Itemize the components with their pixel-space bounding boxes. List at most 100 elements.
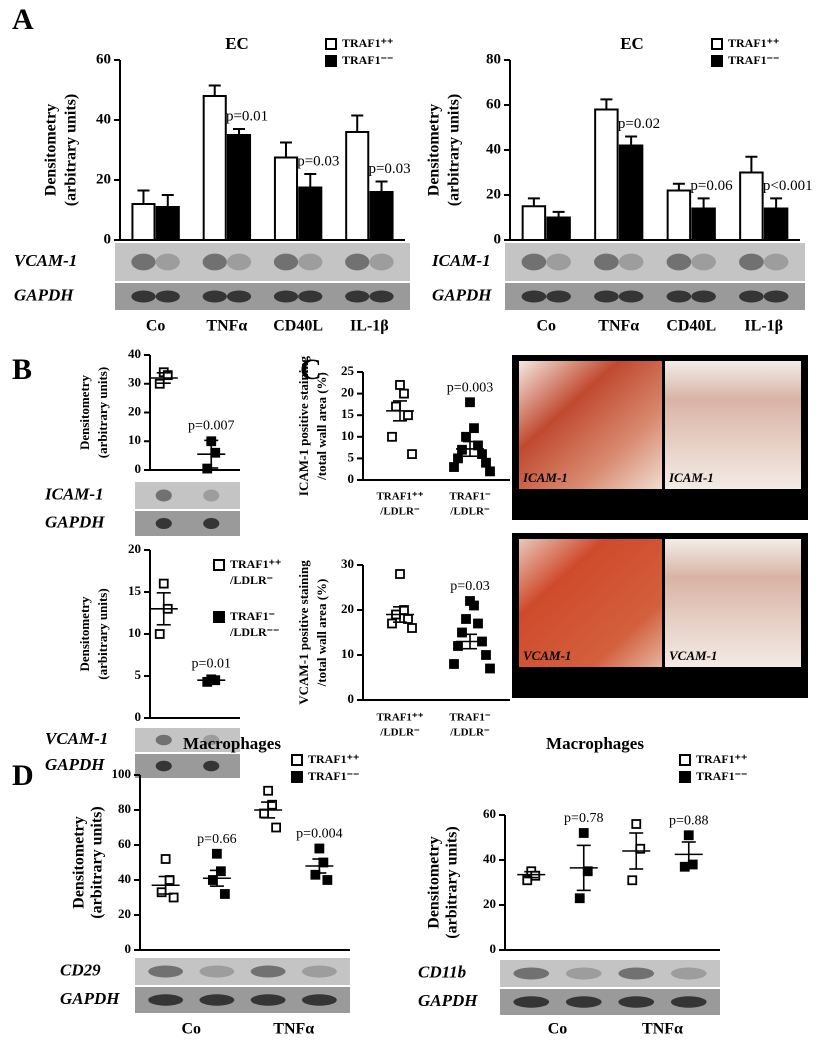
x-tick-label: Co <box>146 318 166 335</box>
bar <box>594 108 619 241</box>
y-tick-label: 60 <box>118 836 131 851</box>
bar <box>226 134 252 241</box>
legend-label: TRAF1⁻⁻ <box>308 769 359 783</box>
bar <box>202 95 227 241</box>
data-point <box>407 449 417 459</box>
data-point <box>473 618 483 629</box>
data-point <box>485 466 495 477</box>
blot-label: GAPDH <box>60 989 120 1008</box>
data-point <box>457 444 467 455</box>
y-tick-label: 80 <box>118 801 131 816</box>
histology-image <box>665 539 801 667</box>
data-point <box>522 875 533 886</box>
blot-band <box>298 253 323 271</box>
legend-label: TRAF1⁺⁺ <box>728 36 779 50</box>
bar <box>618 144 644 241</box>
legend-label: TRAF1⁺⁺ <box>308 752 359 766</box>
blot-band <box>148 994 184 1006</box>
blot-band <box>199 965 235 978</box>
y-tick-label: 30 <box>341 556 354 571</box>
data-point <box>403 410 413 421</box>
x-tick-label: TRAF1⁻ <box>449 712 490 724</box>
y-tick-label: 20 <box>486 186 501 202</box>
blot-band <box>565 996 602 1008</box>
blot-band <box>618 967 655 980</box>
x-tick-label: IL-1β <box>744 318 783 335</box>
blot-label: GAPDH <box>418 991 478 1010</box>
legend-label: TRAF1⁺⁺ <box>342 36 393 50</box>
data-point <box>158 578 169 589</box>
blot-strip <box>135 728 240 752</box>
blot-strip <box>135 511 240 536</box>
legend-swatch <box>679 754 691 766</box>
x-tick-label: TRAF1⁺⁺ <box>376 712 423 724</box>
blot-band <box>298 290 323 303</box>
blot-band <box>301 965 337 978</box>
data-point <box>481 457 491 468</box>
y-axis-label: (arbitrary units) <box>63 94 80 206</box>
data-point <box>310 869 321 880</box>
p-value: p=0.01 <box>192 657 231 672</box>
x-tick-label: Co <box>181 1021 201 1038</box>
y-tick-label: 0 <box>490 941 497 956</box>
p-value: p=0.03 <box>368 161 410 177</box>
blot-band <box>594 253 619 271</box>
p-value: p=0.02 <box>618 116 660 132</box>
p-value: p=0.01 <box>226 108 268 124</box>
bar <box>666 189 692 241</box>
y-axis-label: (arbitrary units) <box>95 367 110 458</box>
legend-swatch <box>291 754 303 766</box>
y-tick-label: 5 <box>348 449 355 464</box>
y-axis-label: ICAM-1 positive staining <box>296 355 311 496</box>
y-axis-label: (arbitrary units) <box>89 806 106 918</box>
panel-letter: C <box>300 353 322 386</box>
data-point <box>574 893 585 904</box>
data-point <box>457 627 467 638</box>
blot-band <box>203 734 220 746</box>
blot-band <box>618 996 655 1008</box>
legend-label: TRAF1⁻⁻ <box>728 53 779 67</box>
histology-image <box>519 539 662 667</box>
x-tick-label: CD40L <box>273 318 323 335</box>
p-value: p<0.001 <box>763 178 813 194</box>
bar <box>273 156 299 241</box>
bar <box>546 216 571 241</box>
y-tick-label: 60 <box>96 51 111 67</box>
y-axis-label: Densitometry <box>43 104 60 196</box>
x-tick-label: /LDLR⁻ <box>449 506 490 518</box>
data-point <box>219 889 230 899</box>
y-tick-label: 40 <box>118 871 131 886</box>
legend-swatch <box>711 38 723 50</box>
y-tick-label: 15 <box>341 406 355 421</box>
blot-band <box>301 994 337 1006</box>
panel-letter: D <box>12 759 34 792</box>
blot-band <box>691 290 716 303</box>
blot-band <box>148 965 184 978</box>
x-tick-label: TNFα <box>273 1021 314 1038</box>
legend-label: TRAF1⁻⁻ <box>696 769 747 783</box>
blot-band <box>226 253 252 271</box>
blot-band <box>763 253 789 271</box>
x-tick-label: TRAF1⁻ <box>449 491 490 503</box>
stain-label: ICAM-1 <box>668 470 714 485</box>
bar <box>739 171 764 241</box>
y-tick-label: 60 <box>486 96 501 112</box>
legend-label: TRAF1⁻ <box>230 609 275 623</box>
blot-band <box>250 994 286 1006</box>
legend-swatch <box>711 55 723 67</box>
x-tick-label: /LDLR⁻ <box>449 727 490 739</box>
blot-band <box>155 489 172 502</box>
data-point <box>395 569 405 579</box>
data-point <box>449 462 459 472</box>
data-point <box>683 830 694 841</box>
panel-letter: B <box>12 353 32 386</box>
p-value: p=0.03 <box>297 153 339 169</box>
y-axis-label: (arbitrary units) <box>95 588 110 679</box>
blot-label: VCAM-1 <box>14 251 77 270</box>
data-point <box>407 623 417 633</box>
data-point <box>395 380 405 390</box>
bar <box>691 207 716 241</box>
legend-swatch <box>325 55 337 67</box>
y-axis-label: Densitometry <box>77 374 92 450</box>
blot-band <box>546 253 571 271</box>
